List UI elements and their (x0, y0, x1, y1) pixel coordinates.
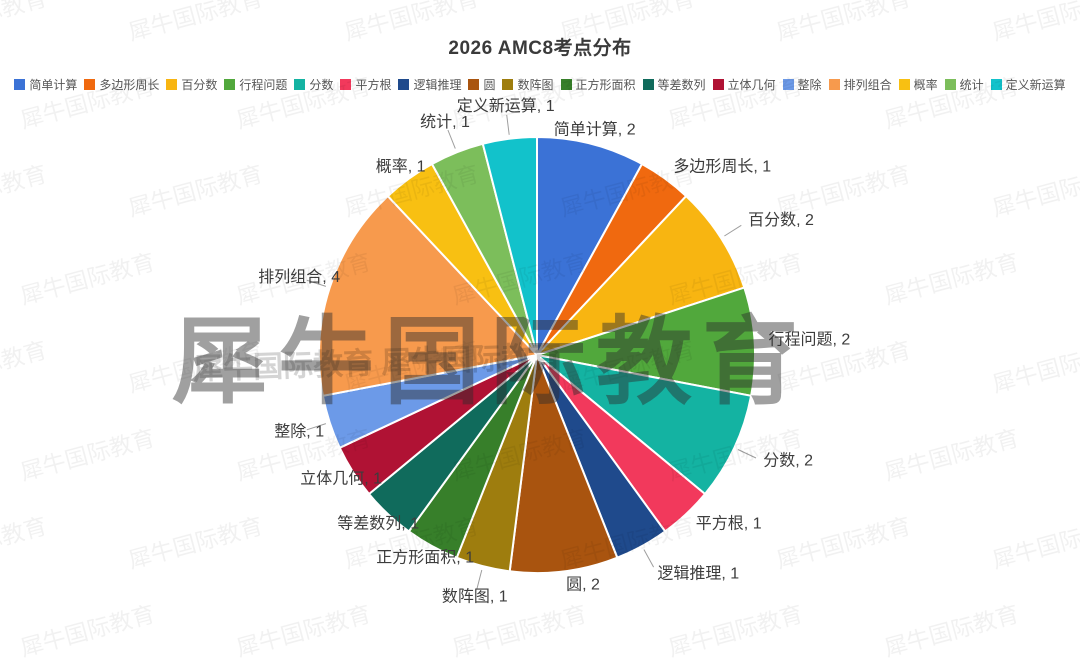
pie-slice-16 (481, 135, 538, 356)
chart-legend: 简单计算 多边形周长 百分数 行程问题 分数 平方根 逻辑推理 圆 数阵图 正方形面积 等差数列 立体… (0, 76, 1080, 93)
label-leader-line (506, 114, 510, 135)
slice-label-8: 数阵图, 1 (442, 587, 508, 605)
slice-label-7: 圆, 2 (566, 576, 600, 593)
legend-item-14: 概率 (898, 76, 938, 93)
slice-label-10: 等差数列, 1 (337, 514, 419, 532)
slice-label-11: 立体几何, 1 (300, 470, 382, 488)
label-leader-line (476, 569, 483, 590)
legend-swatch-icon (340, 79, 352, 90)
slice-label-4: 分数, 2 (763, 452, 813, 470)
legend-label: 正方形面积 (575, 78, 636, 92)
legend-swatch-icon (14, 79, 26, 90)
slice-label-3: 行程问题, 2 (769, 331, 851, 349)
label-leader-line (306, 279, 327, 287)
legend-swatch-icon (502, 79, 514, 90)
legend-swatch-icon (166, 79, 178, 90)
slice-label-15: 统计, 1 (420, 113, 470, 131)
slice-label-9: 正方形面积, 1 (376, 549, 474, 567)
legend-swatch-icon (712, 79, 724, 90)
legend-label: 逻辑推理 (413, 78, 462, 92)
legend-swatch-icon (294, 79, 306, 90)
pie-slice-7 (508, 354, 619, 574)
legend-swatch-icon (84, 79, 96, 90)
legend-item-13: 排列组合 (828, 76, 892, 93)
slice-label-13: 排列组合, 4 (258, 268, 340, 286)
pie-slice-0 (536, 135, 644, 356)
legend-item-5: 平方根 (340, 76, 391, 93)
legend-label: 百分数 (181, 78, 218, 92)
label-leader-line (447, 129, 456, 149)
legend-swatch-icon (468, 79, 480, 90)
slice-label-2: 百分数, 2 (748, 211, 814, 229)
legend-swatch-icon (990, 79, 1002, 90)
legend-item-0: 简单计算 (14, 76, 77, 93)
legend-label: 整除 (797, 78, 822, 92)
legend-item-11: 立体几何 (712, 76, 776, 93)
slice-label-14: 概率, 1 (376, 158, 426, 176)
slice-label-6: 逻辑推理, 1 (657, 564, 739, 582)
legend-item-4: 分数 (294, 76, 333, 93)
legend-label: 等差数列 (657, 78, 706, 92)
legend-item-3: 行程问题 (224, 76, 287, 93)
legend-item-9: 正方形面积 (560, 76, 636, 93)
label-leader-line (306, 423, 327, 431)
legend-label: 统计 (959, 78, 984, 92)
pie-slice-4 (536, 354, 753, 496)
legend-label: 立体几何 (727, 78, 776, 92)
legend-label: 分数 (309, 78, 334, 92)
pie-slice-2 (536, 194, 746, 356)
legend-label: 概率 (913, 78, 938, 92)
legend-label: 定义新运算 (1005, 78, 1066, 92)
legend-swatch-icon (560, 79, 572, 90)
legend-swatch-icon (828, 79, 840, 90)
legend-item-16: 定义新运算 (990, 76, 1066, 93)
pie-chart: 简单计算, 2 多边形周长, 1 百分数, 2 行程问题, 2 分数, 2 平方根, 1 逻… (258, 96, 851, 605)
legend-item-2: 百分数 (166, 76, 217, 93)
legend-label: 数阵图 (517, 78, 554, 92)
legend-item-1: 多边形周长 (84, 76, 159, 93)
legend-swatch-icon (398, 79, 410, 90)
label-leader-line (643, 549, 655, 568)
legend-swatch-icon (944, 79, 956, 90)
label-leader-line (724, 224, 742, 237)
label-leader-line (737, 449, 757, 459)
legend-label: 简单计算 (29, 78, 78, 92)
slice-label-0: 简单计算, 2 (554, 120, 636, 139)
slice-label-5: 平方根, 1 (696, 514, 762, 532)
slice-label-12: 整除, 1 (274, 423, 324, 441)
legend-item-6: 逻辑推理 (398, 76, 461, 93)
pie-slice-3 (536, 286, 756, 397)
legend-swatch-icon (782, 79, 794, 90)
legend-label: 平方根 (355, 78, 392, 92)
legend-label: 排列组合 (843, 78, 892, 92)
pie-slice-13 (318, 194, 539, 397)
legend-item-8: 数阵图 (502, 76, 554, 93)
chart-title: 2026 AMC8考点分布 (448, 38, 632, 59)
slice-label-1: 多边形周长, 1 (673, 158, 771, 176)
legend-label: 多边形周长 (99, 78, 160, 92)
legend-item-12: 整除 (782, 76, 822, 93)
legend-item-7: 圆 (468, 76, 495, 93)
slice-label-16: 定义新运算, 1 (457, 96, 555, 115)
legend-item-15: 统计 (944, 76, 984, 93)
legend-label: 圆 (483, 78, 496, 92)
legend-item-10: 等差数列 (642, 76, 706, 93)
legend-swatch-icon (898, 79, 910, 90)
legend-swatch-icon (224, 79, 236, 90)
legend-swatch-icon (642, 79, 654, 90)
legend-label: 行程问题 (239, 78, 288, 92)
